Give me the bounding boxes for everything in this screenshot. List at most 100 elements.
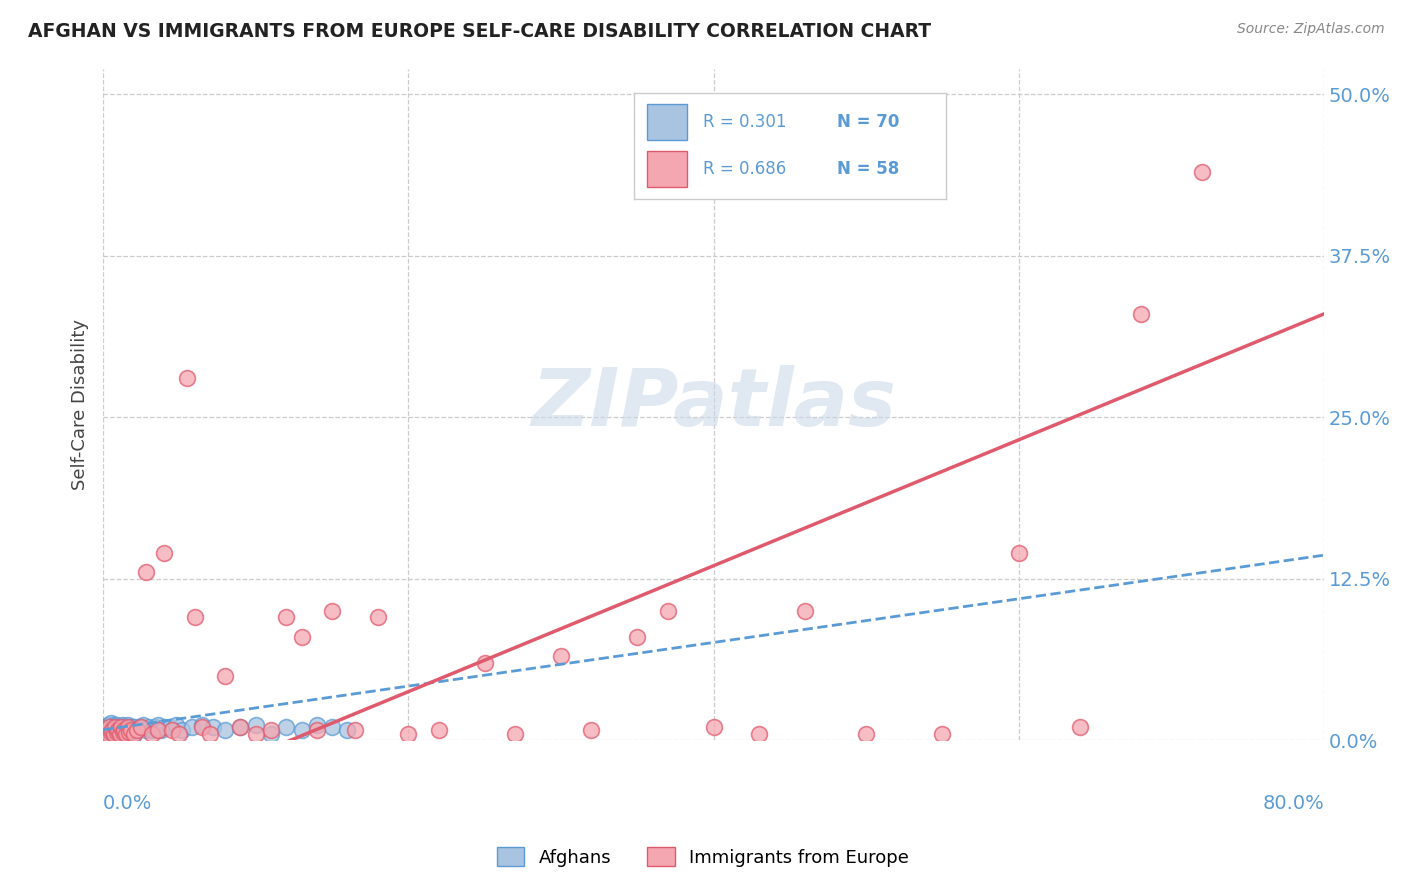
Point (165, 717, 187, 731)
Point (172, 723, 194, 737)
Point (1069, 720, 1091, 734)
Point (98, 720, 121, 734)
Point (96, 726, 118, 740)
Point (367, 610, 389, 624)
Point (321, 720, 343, 734)
Text: Source: ZipAtlas.com: Source: ZipAtlas.com (1237, 22, 1385, 37)
Point (321, 604, 343, 618)
Point (110, 720, 132, 734)
Point (153, 546, 176, 560)
Point (100, 723, 122, 737)
Text: 0.0%: 0.0% (103, 795, 152, 814)
Point (100, 726, 122, 740)
Point (103, 717, 125, 731)
Point (104, 720, 127, 734)
Point (105, 717, 128, 731)
Point (135, 723, 157, 737)
Point (160, 723, 183, 737)
Point (169, 726, 191, 740)
Point (198, 726, 221, 740)
Point (141, 726, 163, 740)
Point (229, 720, 252, 734)
Point (146, 723, 169, 737)
Point (855, 726, 877, 740)
Point (97, 726, 120, 740)
Point (180, 720, 202, 734)
Point (103, 726, 125, 740)
Point (97, 723, 120, 737)
Point (581, 723, 603, 737)
Point (141, 723, 163, 737)
Point (703, 720, 725, 734)
Point (111, 725, 134, 739)
Point (474, 656, 496, 670)
Point (101, 726, 124, 740)
Point (260, 726, 283, 740)
Point (98, 717, 121, 731)
Point (117, 717, 139, 731)
Point (191, 720, 214, 734)
Point (96, 723, 118, 737)
Point (105, 726, 128, 740)
Point (118, 720, 141, 734)
Point (427, 723, 450, 737)
Point (201, 720, 224, 734)
Point (229, 720, 252, 734)
Point (290, 723, 312, 737)
Point (105, 725, 128, 739)
Point (103, 720, 125, 734)
Text: 80.0%: 80.0% (1263, 795, 1324, 814)
Point (125, 723, 148, 737)
Point (176, 371, 198, 385)
Point (101, 720, 124, 734)
Point (101, 723, 124, 737)
Point (122, 726, 145, 740)
Point (396, 726, 419, 740)
Point (276, 720, 298, 734)
Point (107, 726, 129, 740)
Point (191, 717, 214, 731)
Point (108, 726, 131, 740)
Point (128, 720, 150, 734)
Point (107, 720, 129, 734)
Point (103, 726, 125, 740)
Point (114, 720, 136, 734)
Point (107, 723, 129, 737)
Point (115, 726, 138, 740)
Y-axis label: Self-Care Disability: Self-Care Disability (72, 318, 89, 490)
Point (214, 723, 236, 737)
Point (245, 726, 267, 740)
Point (159, 720, 181, 734)
Point (138, 720, 160, 734)
Point (122, 726, 145, 740)
Point (111, 726, 134, 740)
Point (100, 725, 122, 739)
Point (121, 720, 143, 734)
Point (748, 726, 770, 740)
Point (108, 720, 131, 734)
Point (124, 720, 146, 734)
Point (794, 604, 817, 618)
Point (107, 723, 129, 737)
Point (343, 723, 366, 737)
Point (135, 565, 157, 579)
Point (1129, 307, 1152, 321)
Point (114, 723, 136, 737)
Point (111, 717, 134, 731)
Point (104, 726, 127, 740)
Point (1191, 165, 1213, 179)
Text: ZIPatlas: ZIPatlas (531, 366, 896, 443)
Point (97, 717, 120, 731)
Point (93, 723, 115, 737)
Point (115, 720, 138, 734)
Point (276, 610, 298, 624)
Point (110, 723, 132, 737)
Point (115, 726, 138, 740)
Point (550, 649, 572, 664)
Point (100, 716, 122, 731)
Point (98, 726, 121, 740)
Point (101, 723, 124, 737)
Point (114, 723, 136, 737)
Point (290, 630, 312, 644)
Point (183, 610, 205, 624)
